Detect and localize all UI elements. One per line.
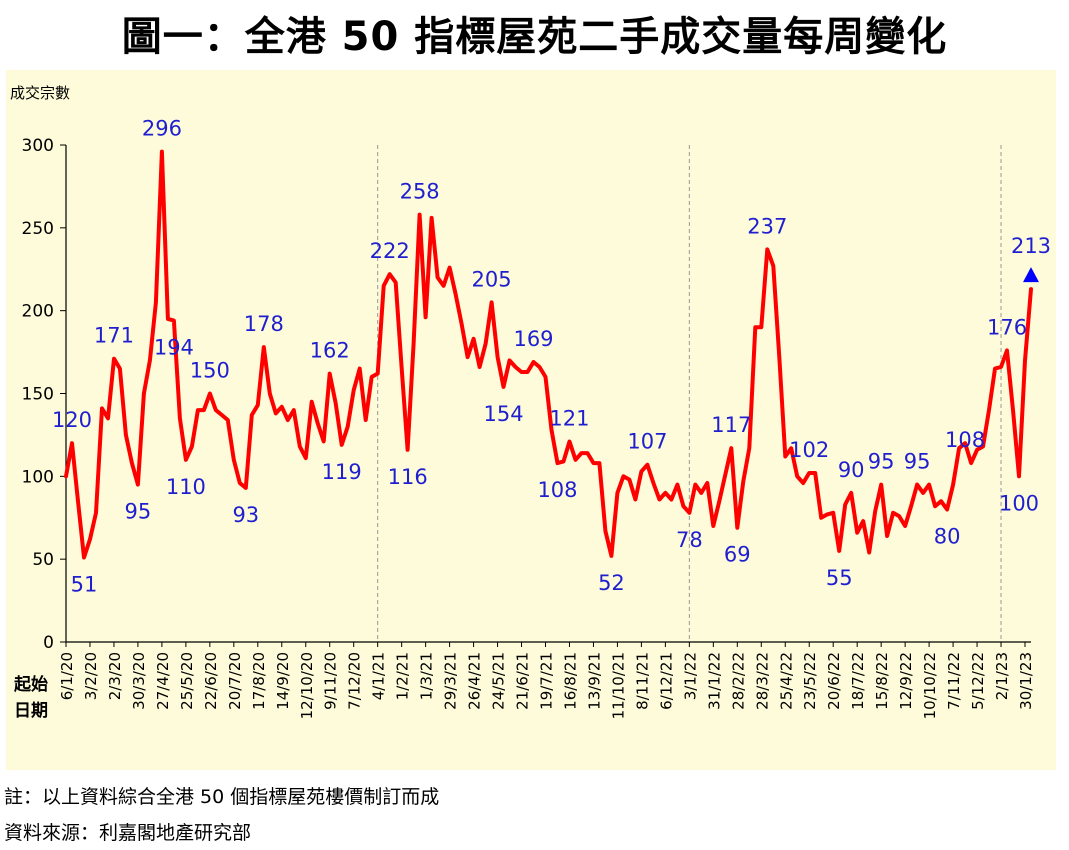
x-tick-label: 7/12/20 (346, 652, 364, 710)
x-tick-label: 7/11/22 (945, 652, 963, 710)
x-tick-label: 2/1/23 (993, 652, 1011, 700)
x-tick-label: 24/5/21 (490, 652, 508, 710)
x-tick-label: 5/12/22 (969, 652, 987, 710)
data-label: 120 (52, 408, 92, 432)
x-tick-label: 28/3/22 (753, 652, 771, 710)
data-label: 55 (826, 566, 853, 590)
y-tick-label: 100 (22, 467, 54, 487)
x-tick-label: 27/4/20 (154, 652, 172, 710)
chart-area: 成交宗數 0 50 100 150 200 250 300 6/1/20 3/2/20 2/3/20… (6, 70, 1056, 770)
x-axis-title-line1: 起始 (13, 674, 48, 695)
data-label: 121 (549, 407, 589, 431)
line-chart: 成交宗數 0 50 100 150 200 250 300 6/1/20 3/2/20 2/3/20… (6, 70, 1056, 770)
data-label: 119 (322, 460, 362, 484)
x-tick-label: 13/9/21 (585, 652, 603, 710)
x-tick-label: 21/6/21 (514, 652, 532, 710)
data-label: 194 (154, 336, 194, 360)
data-label: 116 (388, 465, 428, 489)
data-label: 95 (904, 450, 931, 474)
x-tick-label: 31/1/22 (705, 652, 723, 710)
x-tick-label: 25/5/20 (178, 652, 196, 710)
y-tick-label: 300 (22, 136, 54, 156)
data-label: 93 (232, 503, 259, 527)
x-tick-label: 15/8/22 (873, 652, 891, 710)
data-label: 51 (71, 573, 98, 597)
x-tick-label: 1/2/21 (394, 652, 412, 700)
x-tick-label: 30/1/23 (1017, 652, 1035, 710)
x-tick-label: 30/3/20 (130, 652, 148, 710)
y-tick-label: 200 (22, 302, 54, 322)
data-label: 213 (1011, 234, 1051, 258)
data-label: 69 (724, 543, 751, 567)
x-tick-label: 1/3/21 (418, 652, 436, 700)
x-tick-label: 26/4/21 (466, 652, 484, 710)
x-tick-label: 3/1/22 (681, 652, 699, 700)
data-label: 296 (142, 117, 182, 141)
x-tick-label: 11/10/21 (609, 652, 627, 719)
x-tick-label: 22/6/20 (202, 652, 220, 710)
x-tick-label: 8/11/21 (633, 652, 651, 710)
x-axis-title-line2: 日期 (14, 701, 48, 721)
x-tick-label: 20/7/20 (226, 652, 244, 710)
x-tick-label: 29/3/21 (442, 652, 460, 710)
data-label: 52 (598, 571, 625, 595)
y-tick-label: 0 (43, 633, 54, 653)
x-tick-label: 19/7/21 (538, 652, 556, 710)
x-tick-label: 16/8/21 (561, 652, 579, 710)
data-label: 95 (868, 450, 895, 474)
data-label: 100 (999, 491, 1039, 515)
x-tick-label: 14/9/20 (274, 652, 292, 710)
x-tick-label: 25/4/22 (777, 652, 795, 710)
data-label: 95 (125, 500, 152, 524)
footnote: 註：以上資料綜合全港 50 個指標屋苑樓價制訂而成 (4, 786, 440, 808)
data-label: 205 (472, 267, 512, 291)
x-tick-label: 9/11/20 (322, 652, 340, 710)
data-label: 107 (627, 430, 667, 454)
data-label: 108 (945, 428, 985, 452)
data-label: 108 (537, 478, 577, 502)
y-tick-label: 150 (22, 385, 54, 405)
x-tick-label: 6/12/21 (657, 652, 675, 710)
y-axis-title: 成交宗數 (10, 84, 70, 102)
x-tick-label: 10/10/22 (921, 652, 939, 719)
data-label: 222 (370, 239, 410, 263)
x-tick-label: 12/10/20 (298, 652, 316, 719)
data-label: 258 (400, 180, 440, 204)
data-label: 90 (838, 458, 865, 482)
data-label: 102 (789, 438, 829, 462)
x-tick-label: 6/1/20 (58, 652, 76, 700)
data-label: 178 (244, 312, 284, 336)
data-label: 150 (190, 359, 230, 383)
data-label: 176 (987, 315, 1027, 339)
x-tick-label: 2/3/20 (106, 652, 124, 700)
data-label: 171 (94, 324, 134, 348)
x-tick-label: 3/2/20 (82, 652, 100, 700)
source-note: 資料來源：利嘉閣地產研究部 (4, 822, 252, 844)
data-label: 237 (747, 214, 787, 238)
data-label: 78 (676, 528, 703, 552)
chart-title: 圖一：全港 50 指標屋苑二手成交量每周變化 (121, 14, 948, 60)
x-tick-label: 18/7/22 (849, 652, 867, 710)
y-tick-label: 250 (22, 219, 54, 239)
data-label: 117 (711, 413, 751, 437)
x-tick-label: 23/5/22 (801, 652, 819, 710)
data-label: 80 (934, 524, 961, 548)
y-tick-label: 50 (32, 550, 54, 570)
x-tick-label: 17/8/20 (250, 652, 268, 710)
x-tick-label: 4/1/21 (370, 652, 388, 700)
latest-marker (1023, 267, 1039, 283)
x-tick-label: 12/9/22 (897, 652, 915, 710)
data-label: 162 (310, 339, 350, 363)
data-label: 154 (483, 402, 523, 426)
data-label: 110 (166, 475, 206, 499)
x-tick-label: 28/2/22 (729, 652, 747, 710)
x-tick-label: 20/6/22 (825, 652, 843, 710)
series-line (64, 149, 1033, 560)
data-label: 169 (513, 327, 553, 351)
